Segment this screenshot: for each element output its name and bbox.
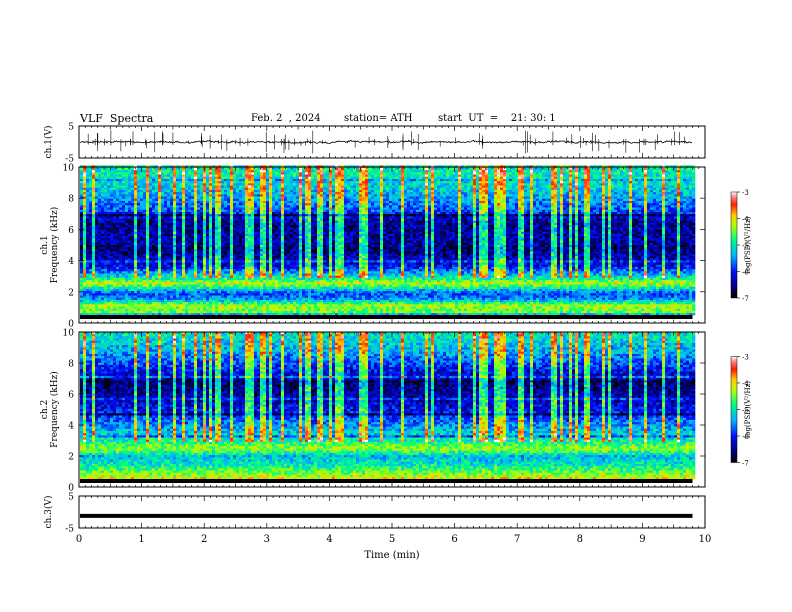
date-label: Feb. 2 , 2024 (251, 113, 321, 124)
colorbar-tick-label: -3 (742, 354, 749, 362)
x-tick-label: 8 (577, 534, 583, 545)
x-tick-label: 1 (138, 534, 144, 545)
y-tick-label: 10 (63, 329, 75, 339)
y-tick-label: 4 (68, 422, 74, 432)
y-tick-label: 4 (68, 257, 74, 267)
y-axis-label-channel: ch.1 (40, 235, 50, 254)
y-axis-label: ch.1(V) (43, 126, 54, 159)
y-tick-label: 5 (68, 123, 74, 133)
x-tick-label: 9 (639, 534, 645, 545)
x-tick-label: 5 (389, 534, 395, 545)
x-tick-label: 6 (451, 534, 457, 545)
figure-title: VLF Spectra (80, 112, 153, 125)
y-tick-label: 2 (68, 453, 74, 463)
x-tick-label: 2 (201, 534, 207, 545)
start-time-label: start UT = 21: 30: 1 (438, 113, 556, 124)
low-freq-strip (80, 315, 693, 319)
colorbar-tick-label: -5 (742, 407, 749, 415)
y-tick-label: -5 (65, 155, 74, 165)
y-tick-label: 5 (68, 493, 74, 503)
colorbar-tick-label: -7 (742, 460, 749, 468)
y-tick-label: 0 (68, 484, 74, 494)
y-axis-label-frequency: Frequency (kHz) (49, 371, 60, 448)
y-tick-label: 10 (63, 164, 75, 174)
x-tick-label: 10 (699, 534, 712, 545)
colorbar-tick-label: -5 (742, 242, 749, 250)
x-tick-label: 0 (76, 534, 82, 545)
x-tick-label: 3 (264, 534, 270, 545)
y-axis-label-channel: ch.2 (40, 400, 50, 419)
y-tick-label: 8 (68, 360, 74, 370)
y-tick-label: 6 (68, 391, 74, 401)
station-label: station= ATH (344, 113, 412, 124)
colorbar (730, 191, 738, 299)
y-tick-label: 2 (68, 288, 74, 298)
x-tick-label: 7 (514, 534, 520, 545)
colorbar-label: log(PSD)(V²/Hz) (744, 216, 752, 273)
colorbar-label: log(PSD)(V²/Hz) (744, 381, 752, 438)
spectrogram-image (80, 165, 696, 316)
y-tick-label: 0 (68, 320, 74, 330)
y-axis-label: ch.3(V) (43, 496, 54, 529)
y-tick-label: 6 (68, 226, 74, 236)
spectrogram-image (80, 331, 696, 480)
x-axis-label: Time (min) (364, 550, 419, 561)
series-line (79, 139, 693, 144)
low-freq-strip (80, 479, 693, 483)
colorbar-tick-label: -3 (742, 189, 749, 197)
y-tick-label: 8 (68, 195, 74, 205)
colorbar-tick-label: -6 (742, 269, 749, 277)
colorbar-tick-label: -7 (742, 295, 749, 303)
colorbar-tick-label: -4 (742, 380, 749, 388)
x-tick-label: 4 (326, 534, 332, 545)
colorbar-tick-label: -4 (742, 216, 749, 224)
colorbar (730, 356, 738, 463)
y-tick-label: -5 (65, 525, 74, 535)
colorbar-tick-label: -6 (742, 433, 749, 441)
y-axis-label-frequency: Frequency (kHz) (49, 207, 60, 284)
